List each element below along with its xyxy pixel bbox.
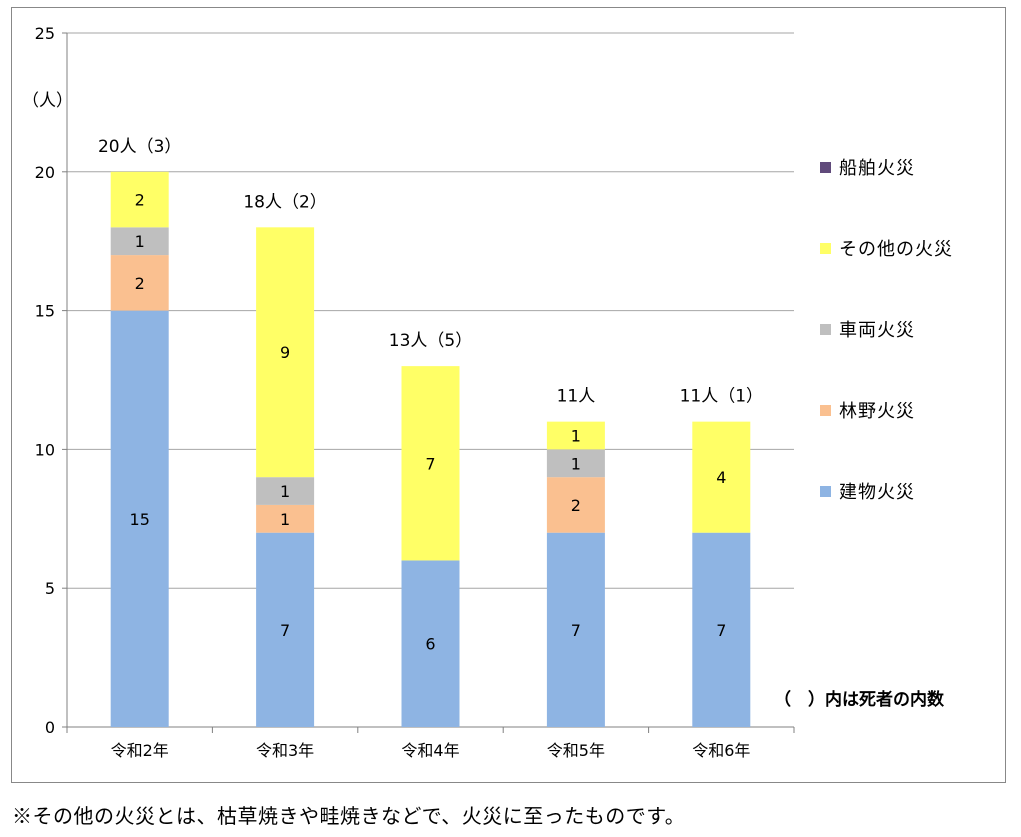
segment-value-label: 6 — [425, 635, 435, 654]
bar-segment — [692, 532, 751, 727]
x-category-label: 令和3年 — [256, 741, 314, 760]
x-category-label: 令和4年 — [401, 741, 459, 760]
x-category-label: 令和2年 — [111, 741, 169, 760]
bar-segment — [546, 532, 605, 727]
legend-swatch — [820, 243, 831, 254]
x-category-label: 令和5年 — [547, 741, 605, 760]
bar-total-label: 20人（3） — [98, 137, 181, 157]
deaths-note: （ ）内は死者の内数 — [774, 689, 945, 710]
segment-value-label: 1 — [571, 454, 581, 473]
bar-segment — [546, 477, 605, 533]
bar-segment — [401, 560, 460, 727]
y-tick-label: 20 — [35, 163, 55, 182]
y-tick-label: 10 — [35, 440, 55, 459]
segment-value-label: 7 — [280, 621, 290, 640]
data-labels: 15 2 1 2 20人（3） 7 1 1 9 18人（2） 6 7 13人（5） 7 2 1 1 11人 7 4 11… — [98, 137, 763, 654]
legend-swatch — [820, 486, 831, 497]
bar-segment — [546, 421, 605, 450]
legend-label: その他の火災 — [839, 239, 953, 260]
segment-value-label: 1 — [280, 482, 290, 501]
bar-segment — [256, 477, 315, 505]
footnote: ※その他の火災とは、枯草焼きや畦焼きなどで、火災に至ったものです。 — [12, 804, 686, 828]
bar-segment — [110, 227, 169, 256]
legend-swatch — [820, 162, 831, 173]
segment-value-label: 7 — [716, 621, 726, 640]
segment-value-label: 1 — [571, 427, 581, 446]
bar-segment — [401, 366, 460, 561]
bar-segment — [256, 532, 315, 727]
segment-value-label: 1 — [135, 232, 145, 251]
y-tick-label: 25 — [35, 24, 55, 43]
bar-total-label: 11人 — [557, 387, 596, 407]
legend-swatch — [820, 324, 831, 335]
bar-segment — [256, 227, 315, 478]
bars — [110, 171, 751, 727]
segment-value-label: 4 — [716, 468, 726, 487]
segment-value-label: 7 — [571, 621, 581, 640]
bar-segment — [256, 504, 315, 533]
segment-value-label: 2 — [135, 274, 145, 293]
bar-total-label: 18人（2） — [243, 192, 326, 212]
segment-value-label: 2 — [571, 496, 581, 515]
chart-frame: 0 5 10 15 20 25 令和2年 令和3年 令和4年 令和5年 令和6年 15 2 1 2 20人（… — [11, 7, 1006, 783]
gridlines — [67, 32, 794, 589]
bar-segment — [110, 171, 169, 228]
legend-label: 船舶火災 — [839, 158, 915, 179]
bar-segment — [692, 421, 751, 533]
y-unit-label: （人） — [22, 91, 73, 111]
bar-total-label: 11人（1） — [680, 387, 763, 407]
axes: 0 5 10 15 20 25 令和2年 令和3年 令和4年 令和5年 令和6年 — [35, 24, 795, 760]
legend-label: 車両火災 — [839, 320, 915, 341]
bar-segment — [110, 310, 169, 727]
segment-value-label: 15 — [130, 510, 150, 529]
stacked-bar-chart: 0 5 10 15 20 25 令和2年 令和3年 令和4年 令和5年 令和6年 15 2 1 2 20人（… — [22, 24, 953, 760]
legend-label: 建物火災 — [839, 482, 915, 503]
bar-segment — [546, 449, 605, 478]
legend-label: 林野火災 — [839, 401, 915, 422]
segment-value-label: 1 — [280, 510, 290, 529]
segment-value-label: 9 — [280, 343, 290, 362]
y-tick-label: 0 — [45, 718, 55, 737]
segment-value-label: 7 — [425, 454, 435, 473]
bar-total-label: 13人（5） — [389, 331, 472, 351]
y-tick-label: 15 — [35, 302, 55, 321]
segment-value-label: 2 — [135, 191, 145, 210]
bar-segment — [110, 255, 169, 311]
y-tick-label: 5 — [45, 579, 55, 598]
x-category-label: 令和6年 — [692, 741, 750, 760]
legend-swatch — [820, 405, 831, 416]
